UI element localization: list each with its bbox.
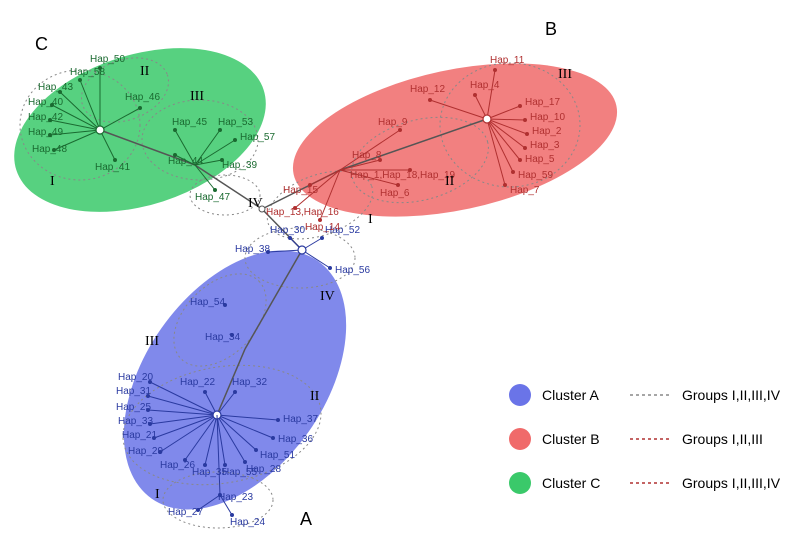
node-Hap_34 xyxy=(230,333,234,337)
hub-C xyxy=(96,126,104,134)
hub-B xyxy=(483,115,491,123)
node-Hap_39 xyxy=(220,158,224,162)
node-Hap_25 xyxy=(146,408,150,412)
node-Hap_32 xyxy=(233,390,237,394)
node-Hap_50 xyxy=(98,66,102,70)
node-Hap_1 xyxy=(408,168,412,172)
node-Hap_7 xyxy=(503,183,507,187)
hap-label-Hap_24: Hap_24 xyxy=(230,517,265,528)
node-Hap_48 xyxy=(52,148,56,152)
node-Hap_20 xyxy=(148,380,152,384)
node-Hap_35 xyxy=(203,463,207,467)
group-label-C-IV: IV xyxy=(248,196,263,211)
node-Hap_12 xyxy=(428,98,432,102)
group-label-A-IV: IV xyxy=(320,289,335,304)
node-Hap_59 xyxy=(511,170,515,174)
node-Hap_11 xyxy=(493,68,497,72)
node-Hap_5 xyxy=(518,158,522,162)
node-Hap_26 xyxy=(183,458,187,462)
group-label-A-III: III xyxy=(145,334,159,349)
node-Hap_55 xyxy=(223,463,227,467)
node-Hap_43 xyxy=(58,90,62,94)
node-Hap_49 xyxy=(48,133,52,137)
node-Hap_21 xyxy=(152,436,156,440)
legend-right-label-0: Groups I,II,III,IV xyxy=(682,387,781,403)
node-Hap_54 xyxy=(223,303,227,307)
node-Hap_41 xyxy=(113,158,117,162)
group-label-B-III: III xyxy=(558,67,572,82)
node-Hap_22 xyxy=(203,390,207,394)
node-Hap_47 xyxy=(213,188,217,192)
node-Hap_30 xyxy=(288,236,292,240)
node-Hap_8 xyxy=(378,158,382,162)
node-Hap_45 xyxy=(173,128,177,132)
cluster-title-B: B xyxy=(545,19,557,39)
node-Hap_53 xyxy=(218,128,222,132)
node-Hap_15 xyxy=(308,183,312,187)
hap-label-Hap_47: Hap_47 xyxy=(195,192,230,203)
hap-label-Hap_52: Hap_52 xyxy=(325,225,360,236)
node-Hap_52 xyxy=(320,236,324,240)
hap-label-Hap_56: Hap_56 xyxy=(335,265,370,276)
group-label-C-II: II xyxy=(140,64,150,79)
group-label-A-I: I xyxy=(155,487,160,502)
node-Hap_4 xyxy=(473,93,477,97)
node-Hap_40 xyxy=(50,103,54,107)
node-Hap_56 xyxy=(328,266,332,270)
node-Hap_6 xyxy=(396,183,400,187)
legend-label-Cluster-B: Cluster B xyxy=(542,431,600,447)
node-Hap_28 xyxy=(243,460,247,464)
node-Hap_13 xyxy=(293,206,297,210)
node-Hap_33 xyxy=(148,422,152,426)
group-label-B-I: I xyxy=(368,212,373,227)
node-Hap_46 xyxy=(138,106,142,110)
hap-label-Hap_14: Hap_14 xyxy=(305,222,340,233)
node-Hap_37 xyxy=(276,418,280,422)
legend-label-Cluster-A: Cluster A xyxy=(542,387,599,403)
legend-right-label-1: Groups I,II,III xyxy=(682,431,763,447)
phylo-network-diagram: Hap_30Hap_52Hap_38Hap_56Hap_54Hap_34Hap_… xyxy=(0,0,798,546)
node-Hap_51 xyxy=(254,448,258,452)
group-label-A-II: II xyxy=(310,389,320,404)
group-label-C-I: I xyxy=(50,174,55,189)
node-Hap_24 xyxy=(230,513,234,517)
node-Hap_44 xyxy=(173,153,177,157)
cluster-title-C: C xyxy=(35,34,48,54)
hub-A xyxy=(298,246,306,254)
legend-label-Cluster-C: Cluster C xyxy=(542,475,600,491)
node-Hap_10 xyxy=(523,118,527,122)
node-Hap_27 xyxy=(196,508,200,512)
node-Hap_9 xyxy=(398,128,402,132)
legend-swatch-Cluster-B xyxy=(509,428,531,450)
node-Hap_58 xyxy=(78,78,82,82)
hap-label-Hap_13: Hap_13,Hap_16 xyxy=(266,207,339,218)
node-Hap_2 xyxy=(525,132,529,136)
node-Hap_3 xyxy=(523,146,527,150)
node-Hap_57 xyxy=(233,138,237,142)
node-Hap_17 xyxy=(518,104,522,108)
node-Hap_14 xyxy=(318,218,322,222)
legend-right-label-2: Groups I,II,III,IV xyxy=(682,475,781,491)
legend-swatch-Cluster-A xyxy=(509,384,531,406)
legend-swatch-Cluster-C xyxy=(509,472,531,494)
group-label-C-III: III xyxy=(190,89,204,104)
node-Hap_29 xyxy=(158,450,162,454)
node-Hap_38 xyxy=(266,250,270,254)
node-Hap_31 xyxy=(146,394,150,398)
group-label-B-II: II xyxy=(445,174,455,189)
cluster-A-ellipse xyxy=(78,210,392,546)
cluster-title-A: A xyxy=(300,509,312,529)
node-Hap_36 xyxy=(271,436,275,440)
node-Hap_42 xyxy=(48,118,52,122)
